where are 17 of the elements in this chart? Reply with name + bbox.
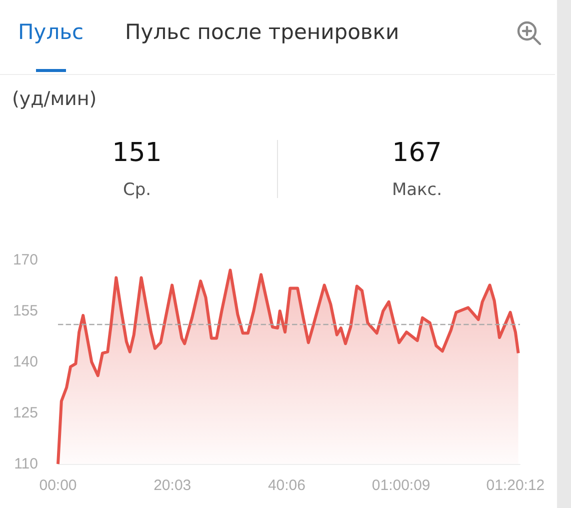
text: Ср. <box>122 180 152 200</box>
text: Пульс <box>18 20 84 44</box>
y-tick-label: 155 <box>12 302 38 320</box>
x-tick-label: 40:06 <box>268 477 306 494</box>
x-tick-label: 01:20:12 <box>486 477 545 494</box>
text: 167 <box>392 138 442 168</box>
text: Пульс после тренировки <box>125 20 400 44</box>
x-tick-label: 20:03 <box>154 477 192 494</box>
x-tick-label: 01:00:09 <box>372 477 430 494</box>
y-tick-label: 170 <box>12 252 38 268</box>
x-tick-label: 00:00 <box>39 477 77 494</box>
text: Макс. <box>392 180 442 200</box>
y-tick-label: 140 <box>12 354 38 370</box>
text: (уд/мин) <box>12 88 97 110</box>
y-tick-label: 125 <box>12 404 38 422</box>
text: 151 <box>112 138 162 168</box>
y-tick-label: 110 <box>14 456 38 472</box>
